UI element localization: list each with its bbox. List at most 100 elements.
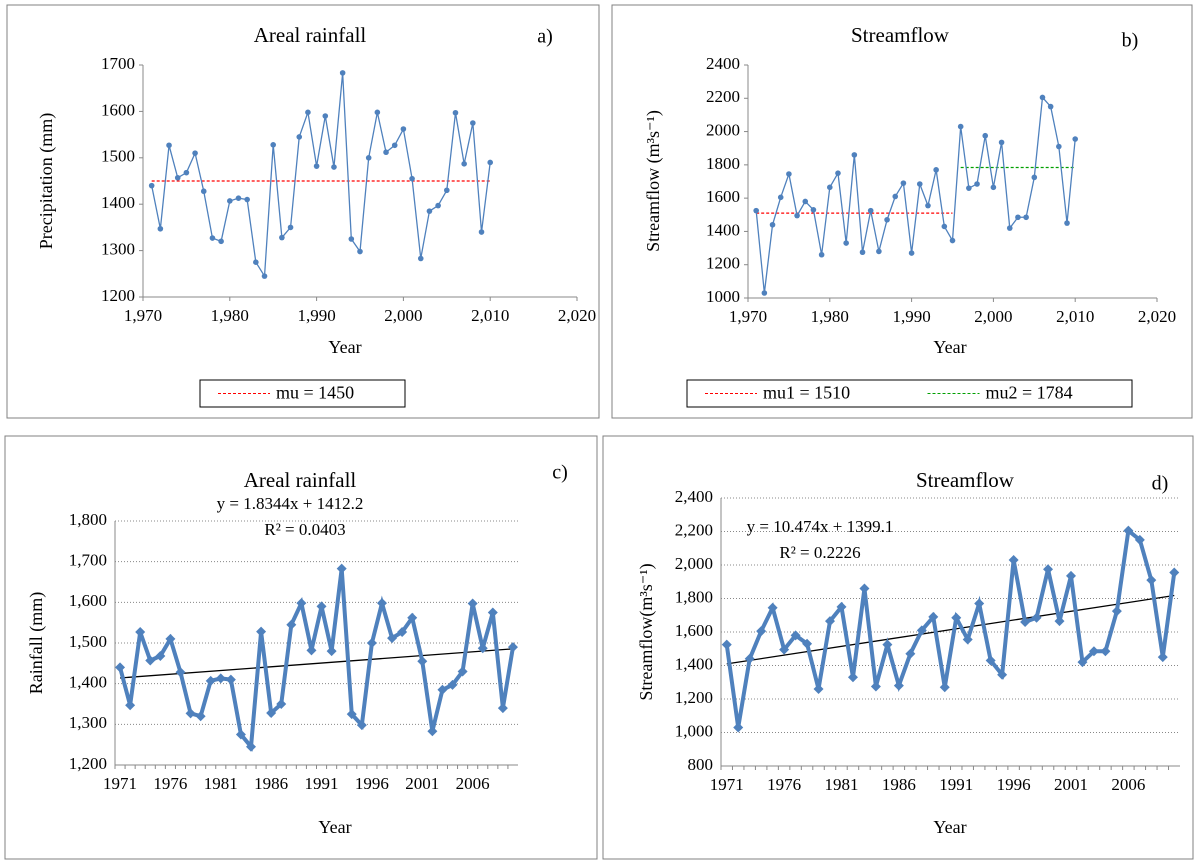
data-point (802, 198, 809, 205)
data-point (478, 229, 485, 235)
data-point (825, 616, 836, 627)
data-point (313, 163, 320, 169)
trendline (726, 594, 1175, 665)
data-point (925, 202, 931, 209)
data-point (253, 259, 259, 266)
data-point (870, 681, 881, 692)
data-point (1065, 570, 1076, 581)
y-axis-label: Rainfall (mm) (26, 592, 47, 694)
data-point (786, 171, 792, 177)
data-point (115, 662, 126, 673)
data-point (928, 611, 939, 622)
data-point (279, 234, 285, 241)
data-point (497, 703, 508, 714)
data-point (794, 212, 800, 219)
data-point (1157, 652, 1168, 663)
data-point (893, 680, 904, 691)
chart-title: Areal rainfall (254, 23, 367, 47)
data-point (397, 627, 408, 638)
x-tick-label: 2,020 (558, 306, 596, 325)
data-point (296, 598, 307, 609)
data-point (974, 181, 980, 187)
x-tick-label: 1,980 (211, 306, 249, 325)
data-point (348, 236, 355, 242)
data-point (859, 583, 870, 594)
x-axis-label: Year (318, 817, 351, 837)
data-point (1020, 616, 1031, 627)
data-point (777, 194, 784, 201)
data-point (1015, 214, 1021, 221)
data-point (1072, 136, 1078, 142)
data-point (939, 682, 950, 693)
data-point (507, 642, 518, 653)
x-tick-label: 1996 (997, 775, 1031, 794)
panel-label: a) (537, 26, 553, 48)
x-tick-label: 1,970 (124, 306, 162, 325)
x-tick-label: 1,990 (297, 306, 335, 325)
x-tick-label: 2,020 (1138, 307, 1176, 326)
data-point (145, 655, 156, 666)
y-axis-label: Precipitation (mm) (36, 113, 57, 249)
data-point (859, 249, 866, 256)
y-tick-label: 1800 (706, 154, 740, 173)
data-point (155, 651, 166, 662)
y-tick-label: 2400 (706, 54, 740, 73)
data-point (185, 708, 196, 719)
data-point (270, 142, 277, 148)
y-tick-label: 2000 (706, 120, 740, 139)
data-point (941, 223, 948, 230)
data-point (426, 208, 433, 214)
data-point (391, 142, 398, 149)
y-tick-label: 1300 (101, 240, 135, 259)
data-point (836, 601, 847, 612)
data-point (356, 720, 367, 731)
x-tick-label: 2,000 (384, 306, 422, 325)
data-point (1100, 646, 1111, 657)
x-tick-label: 1976 (767, 775, 801, 794)
y-tick-label: 1,600 (675, 621, 713, 640)
data-point (435, 202, 441, 209)
y-tick-label: 1,800 (675, 587, 713, 606)
x-tick-label: 2006 (456, 774, 490, 793)
legend-box (686, 379, 1133, 408)
data-point (195, 711, 206, 722)
data-line (724, 526, 1177, 728)
x-tick-label: 2001 (1054, 775, 1088, 794)
chart-title: Streamflow (916, 468, 1015, 492)
data-point (417, 255, 424, 262)
x-tick-label: 1981 (204, 774, 238, 793)
data-point (985, 655, 996, 666)
data-point (135, 627, 146, 638)
data-point (847, 672, 858, 683)
data-point (175, 667, 186, 678)
y-tick-label: 1,200 (675, 688, 713, 707)
data-point (997, 669, 1008, 680)
data-point (205, 675, 216, 686)
data-point (174, 174, 181, 181)
data-point (447, 679, 458, 690)
data-point (357, 248, 363, 255)
x-tick-label: 2,010 (471, 306, 509, 325)
data-point (933, 167, 939, 173)
trendline (119, 648, 514, 679)
data-point (1023, 214, 1029, 221)
data-point (998, 139, 1005, 146)
data-point (818, 251, 825, 258)
data-point (209, 235, 216, 241)
legend-label: mu2 = 1784 (986, 383, 1073, 403)
x-tick-label: 1976 (153, 774, 187, 793)
data-point (779, 644, 790, 655)
data-point (966, 185, 972, 191)
chart-title: Streamflow (851, 23, 950, 47)
data-point (407, 612, 418, 623)
data-point (876, 248, 882, 255)
x-tick-label: 1986 (882, 775, 916, 794)
data-point (365, 155, 372, 161)
data-point (326, 646, 337, 657)
data-point (790, 630, 801, 641)
data-point (383, 149, 389, 156)
data-point (1031, 174, 1038, 181)
data-point (227, 198, 233, 204)
y-tick-label: 1600 (101, 100, 135, 119)
y-axis-label: Streamflow (m³s⁻¹) (643, 110, 664, 252)
